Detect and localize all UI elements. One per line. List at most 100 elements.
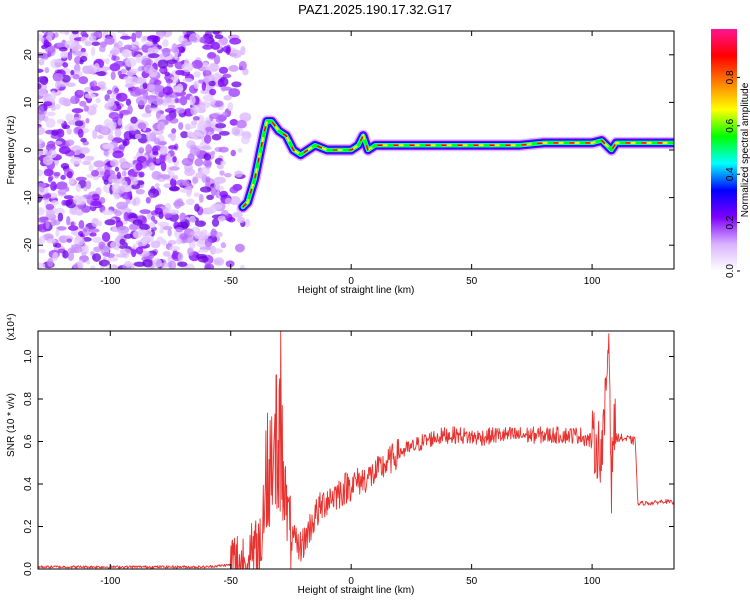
- noise-blob: [120, 35, 132, 40]
- noise-blob: [88, 164, 94, 172]
- noise-blob: [46, 238, 56, 244]
- noise-blob: [52, 73, 64, 82]
- x-tick-label: -100: [100, 276, 120, 287]
- noise-blob: [58, 31, 68, 34]
- noise-blob: [168, 260, 177, 269]
- noise-blob: [65, 139, 75, 146]
- noise-blob: [78, 76, 89, 85]
- noise-blob: [38, 185, 49, 196]
- noise-blob: [57, 189, 67, 195]
- noise-blob: [142, 259, 154, 268]
- noise-blob: [61, 199, 67, 206]
- noise-blob: [79, 100, 87, 107]
- noise-blob: [197, 121, 207, 130]
- noise-blob: [106, 89, 113, 95]
- noise-blob: [139, 223, 151, 231]
- noise-blob: [131, 32, 137, 43]
- noise-blob: [72, 73, 80, 80]
- noise-blob: [214, 100, 224, 108]
- noise-blob: [117, 40, 123, 49]
- noise-blob: [195, 172, 205, 179]
- noise-blob: [135, 246, 144, 255]
- noise-blob: [69, 95, 80, 105]
- noise-blob: [91, 80, 98, 88]
- noise-blob: [191, 59, 203, 69]
- noise-blob: [208, 31, 213, 35]
- noise-blob: [38, 126, 46, 136]
- noise-blob: [95, 97, 101, 104]
- noise-blob: [189, 215, 196, 224]
- noise-blob: [98, 45, 106, 53]
- noise-blob: [158, 211, 164, 220]
- x-tick-label: 0: [348, 276, 354, 287]
- colorbar-ticks: 0.0 0.2 0.4 0.6 0.8: [725, 70, 740, 278]
- noise-blob: [154, 87, 159, 95]
- noise-blob: [224, 197, 233, 205]
- x-tick-label: 100: [584, 276, 601, 287]
- noise-blob: [240, 264, 245, 269]
- noise-blob: [60, 162, 70, 169]
- noise-blob: [107, 134, 114, 141]
- noise-blob: [145, 41, 154, 46]
- noise-blob: [66, 82, 76, 88]
- noise-blob: [117, 225, 129, 236]
- noise-blob: [91, 193, 100, 201]
- noise-blob: [175, 226, 184, 233]
- noise-blob: [149, 192, 154, 199]
- noise-blob: [134, 133, 142, 139]
- noise-blob: [61, 74, 71, 83]
- noise-blob: [105, 58, 110, 65]
- noise-blob: [234, 170, 244, 178]
- noise-blob: [38, 138, 43, 145]
- noise-blob: [64, 186, 70, 192]
- noise-blob: [70, 221, 75, 228]
- noise-blob: [66, 170, 73, 179]
- noise-blob: [151, 170, 162, 180]
- noise-blob: [210, 228, 217, 238]
- x-tick-label: -100: [100, 576, 120, 587]
- noise-blob: [97, 134, 104, 140]
- noise-blob: [222, 73, 232, 79]
- noise-blob: [171, 43, 178, 54]
- noise-blob: [148, 162, 156, 171]
- noise-blob: [212, 248, 224, 254]
- noise-blob: [38, 224, 43, 231]
- noise-blob: [80, 36, 88, 44]
- noise-blob: [74, 120, 84, 127]
- noise-blob: [227, 102, 234, 112]
- noise-blob: [218, 130, 230, 136]
- noise-blob: [132, 86, 139, 92]
- noise-blob: [54, 242, 62, 248]
- noise-blob: [162, 226, 173, 231]
- noise-blob: [50, 90, 57, 101]
- noise-blob: [150, 240, 161, 249]
- noise-blob: [152, 151, 159, 156]
- ridge-core-red: [242, 120, 674, 208]
- noise-blob: [120, 164, 129, 169]
- noise-blob: [194, 230, 206, 240]
- noise-blob: [217, 78, 224, 88]
- noise-blob: [71, 108, 84, 114]
- noise-blob: [167, 152, 172, 163]
- noise-blob: [229, 119, 239, 126]
- noise-blob: [62, 62, 69, 68]
- noise-blob: [159, 229, 164, 234]
- noise-blob: [148, 221, 156, 228]
- noise-blob: [159, 153, 166, 164]
- noise-blob: [50, 58, 62, 69]
- spectrogram-y-axis-title: Frequency (Hz): [6, 116, 17, 185]
- noise-blob: [182, 31, 187, 35]
- noise-blob: [45, 209, 55, 218]
- noise-blob: [41, 148, 48, 155]
- noise-blob: [43, 101, 53, 107]
- noise-blob: [67, 225, 79, 231]
- noise-blob: [198, 193, 204, 203]
- noise-blob: [83, 186, 88, 192]
- noise-blob: [230, 49, 242, 59]
- noise-blob: [210, 119, 216, 129]
- noise-blob: [114, 87, 120, 94]
- colorbar-tick-label: 0.4: [725, 167, 736, 181]
- noise-blob: [131, 47, 142, 52]
- noise-blob: [160, 161, 167, 172]
- noise-blob: [160, 174, 171, 180]
